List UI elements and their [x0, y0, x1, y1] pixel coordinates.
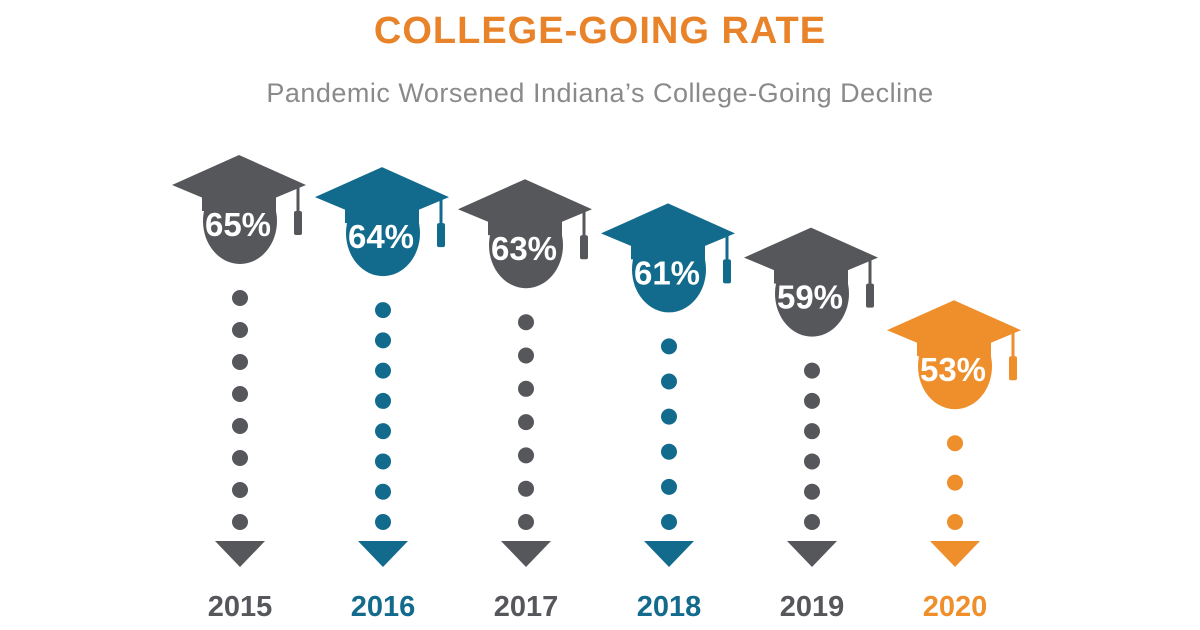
dot-mark: [661, 443, 677, 460]
dot-mark: [518, 514, 534, 530]
cap-band: [202, 191, 276, 211]
dot-mark: [947, 514, 963, 530]
arrow-down-icon: [501, 541, 551, 567]
dot-mark: [518, 414, 534, 431]
value-label: 63%: [491, 230, 557, 267]
arrow-down-icon: [930, 541, 980, 567]
dot-mark: [232, 322, 248, 338]
dot-mark: [375, 423, 391, 440]
dot-mark: [518, 447, 534, 464]
tassel-icon: [294, 211, 302, 235]
arrow-down-icon: [215, 541, 265, 567]
dot-mark: [661, 373, 677, 390]
dot-mark: [375, 514, 391, 530]
dot-mark: [661, 514, 677, 530]
dot-mark: [947, 435, 963, 452]
dot-mark: [375, 392, 391, 409]
dot-mark: [518, 314, 534, 331]
chart-title: COLLEGE-GOING RATE: [373, 10, 827, 52]
year-label: 2020: [923, 591, 988, 623]
dot-mark: [804, 453, 820, 470]
dot-mark: [661, 478, 677, 495]
arrow-down-icon: [358, 541, 408, 567]
value-label: 65%: [205, 206, 271, 243]
year-label: 2015: [208, 591, 273, 623]
cap-band: [345, 203, 419, 224]
dot-mark: [232, 514, 248, 530]
cap-band: [631, 239, 705, 260]
grad-head-marker: [601, 203, 735, 313]
cap-band: [488, 215, 562, 236]
value-label: 61%: [634, 254, 700, 291]
dot-mark: [804, 392, 820, 409]
grad-head-marker: [887, 300, 1021, 410]
dot-mark: [375, 453, 391, 470]
dot-mark: [518, 347, 534, 364]
arrow-down-icon: [644, 541, 694, 567]
year-label: 2019: [780, 591, 845, 623]
dot-mark: [232, 386, 248, 402]
grad-head-marker: [458, 179, 592, 289]
tassel-icon: [580, 235, 588, 260]
dot-mark: [804, 483, 820, 500]
dot-mark: [232, 354, 248, 370]
grad-head-marker: [744, 227, 878, 337]
tassel-icon: [866, 283, 874, 308]
tassel-icon: [1009, 356, 1017, 381]
grad-head-marker: [315, 167, 449, 277]
dot-mark: [232, 482, 248, 498]
year-label: 2016: [351, 591, 416, 623]
arrow-down-icon: [787, 541, 837, 567]
dot-mark: [804, 362, 820, 379]
dot-mark: [518, 480, 534, 497]
dot-mark: [375, 362, 391, 379]
dot-mark: [804, 423, 820, 440]
grad-head-marker: [172, 155, 306, 264]
dot-mark: [375, 302, 391, 319]
dot-mark: [232, 290, 248, 306]
dot-mark: [804, 514, 820, 530]
year-label: 2018: [637, 591, 702, 623]
value-label: 59%: [777, 279, 843, 316]
dot-mark: [232, 418, 248, 434]
dot-mark: [661, 408, 677, 425]
tassel-icon: [723, 259, 731, 284]
tassel-icon: [437, 223, 445, 248]
chart-subtitle: Pandemic Worsened Indiana’s College-Goin…: [266, 78, 934, 108]
dot-mark: [375, 332, 391, 349]
year-label: 2017: [494, 591, 559, 623]
dot-mark: [661, 338, 677, 355]
value-label: 53%: [920, 351, 986, 388]
dot-mark: [375, 483, 391, 500]
value-label: 64%: [348, 218, 414, 255]
dot-mark: [232, 450, 248, 466]
dot-mark: [518, 380, 534, 397]
cap-band: [774, 263, 848, 284]
dot-mark: [947, 474, 963, 491]
cap-band: [917, 336, 991, 357]
